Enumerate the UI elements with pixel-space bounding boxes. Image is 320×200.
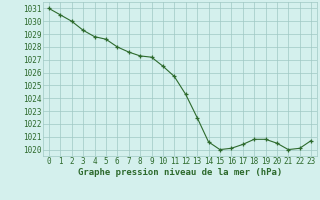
- X-axis label: Graphe pression niveau de la mer (hPa): Graphe pression niveau de la mer (hPa): [78, 168, 282, 177]
